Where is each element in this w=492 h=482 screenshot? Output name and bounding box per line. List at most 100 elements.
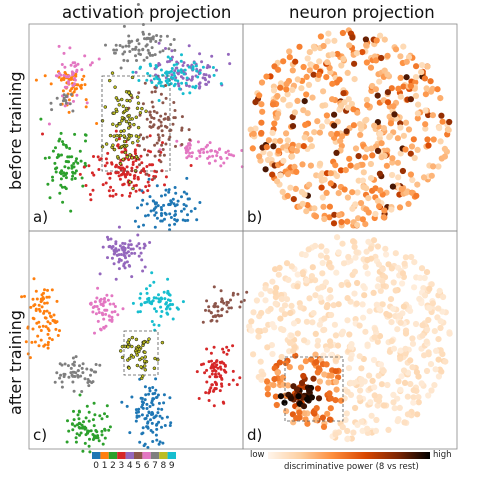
digit-1-point xyxy=(39,329,43,332)
neuron-point xyxy=(343,410,350,417)
neuron-point xyxy=(364,256,371,264)
digit-9-point xyxy=(131,301,135,305)
neuron-point xyxy=(272,393,279,400)
neuron-point xyxy=(312,213,320,220)
digit-2-point xyxy=(100,429,104,433)
digit-7-point xyxy=(119,66,123,70)
neuron-point xyxy=(344,218,351,225)
neuron-point xyxy=(373,416,380,424)
digit-1-point xyxy=(49,82,53,86)
digit-9-point xyxy=(165,70,169,74)
neuron-point xyxy=(383,310,390,318)
digit-0-point xyxy=(172,202,176,206)
digit-1-point xyxy=(41,324,45,328)
digit-2-point xyxy=(64,143,68,147)
digit-7-point xyxy=(62,375,66,379)
neuron-point xyxy=(397,53,404,60)
digit-4-point xyxy=(117,248,121,252)
digit-4-point xyxy=(121,241,125,245)
digit-3-point xyxy=(108,194,112,198)
neuron-point xyxy=(327,264,334,271)
neuron-point xyxy=(351,290,358,297)
digit-2-point xyxy=(91,433,95,436)
neuron-point xyxy=(250,351,257,358)
digit-1-point xyxy=(44,316,48,320)
neuron-point xyxy=(390,103,397,110)
digit-8-point xyxy=(111,143,115,147)
digit-0-point xyxy=(153,225,157,229)
digit-legend-label-4: 4 xyxy=(126,461,133,471)
digit-9-point xyxy=(165,81,169,85)
digit-4-point xyxy=(118,244,122,248)
digit-4-point xyxy=(187,84,191,88)
digit-5-point xyxy=(141,137,145,141)
digit-4-point xyxy=(114,240,118,244)
digit-0-point xyxy=(135,414,139,418)
neuron-point xyxy=(284,171,292,178)
neuron-point xyxy=(258,119,265,126)
digit-6-point xyxy=(187,142,191,146)
digit-7-point xyxy=(76,373,80,377)
digit-2-point xyxy=(84,433,88,437)
digit-5-point xyxy=(164,142,168,146)
digit-1-point xyxy=(63,71,67,74)
digit-1-point xyxy=(34,78,38,82)
neuron-point xyxy=(312,416,319,424)
neuron-point xyxy=(286,48,293,55)
neuron-point xyxy=(267,288,274,295)
neuron-point xyxy=(345,253,352,261)
digit-7-point xyxy=(49,101,53,105)
digit-4-point xyxy=(127,243,131,247)
digit-5-point xyxy=(153,85,157,89)
neuron-point xyxy=(377,187,384,194)
neuron-point xyxy=(382,245,389,252)
digit-9-point xyxy=(153,307,157,311)
digit-2-point xyxy=(66,419,69,423)
neuron-point xyxy=(387,120,394,127)
digit-8-point xyxy=(130,155,134,160)
neuron-point xyxy=(248,318,255,325)
neuron-point xyxy=(315,71,322,78)
neuron-point xyxy=(334,234,341,241)
digit-1-point xyxy=(37,320,41,324)
digit-8-point xyxy=(118,121,122,126)
digit-9-point xyxy=(157,323,161,327)
neuron-point xyxy=(301,337,308,344)
digit-1-point xyxy=(46,346,50,350)
digit-1-point xyxy=(24,340,28,344)
digit-8-point xyxy=(138,111,143,115)
digit-2-point xyxy=(74,440,78,444)
neuron-point xyxy=(389,183,396,190)
digit-3-point xyxy=(238,376,242,380)
digit-legend-label-2: 2 xyxy=(110,461,116,471)
digit-swatch-9 xyxy=(167,452,176,459)
digit-7-point xyxy=(151,53,155,57)
digit-5-point xyxy=(157,150,161,153)
digit-2-point xyxy=(70,155,74,159)
digit-2-point xyxy=(95,430,99,434)
digit-0-point xyxy=(137,225,141,229)
digit-9-point xyxy=(157,300,161,304)
neuron-point xyxy=(412,320,420,328)
neuron-point xyxy=(376,333,384,340)
digit-5-point xyxy=(165,125,169,129)
digit-swatch-1 xyxy=(100,452,109,459)
neuron-point xyxy=(322,279,329,286)
digit-3-point xyxy=(221,347,225,351)
neuron-point xyxy=(387,296,395,303)
digit-5-point xyxy=(164,84,168,87)
neuron-point xyxy=(425,316,432,324)
neuron-point xyxy=(445,127,452,134)
digit-2-point xyxy=(89,429,93,433)
digit-8-point xyxy=(143,355,148,359)
digit-3-point xyxy=(127,158,131,162)
digit-2-point xyxy=(91,418,95,422)
digit-9-point xyxy=(188,91,192,95)
digit-5-point xyxy=(158,153,162,157)
digit-7-point xyxy=(71,380,75,384)
digit-7-point xyxy=(50,108,54,112)
digit-0-point xyxy=(140,405,144,409)
digit-7-point xyxy=(67,375,71,379)
neuron-point xyxy=(428,387,435,394)
neuron-point xyxy=(374,147,382,154)
